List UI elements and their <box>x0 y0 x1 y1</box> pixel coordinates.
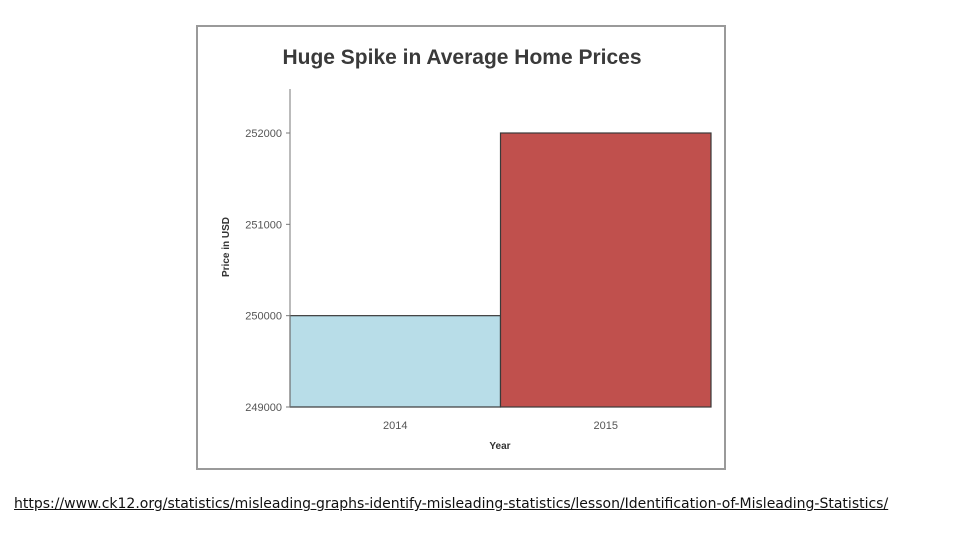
bar-2014 <box>289 315 502 408</box>
chart-title: Huge Spike in Average Home Prices <box>282 46 641 69</box>
y-tick-label: 252000 <box>245 128 282 140</box>
y-tick-label: 249000 <box>245 402 282 414</box>
chart-frame: Huge Spike in Average Home Prices Price … <box>196 25 726 470</box>
source-link[interactable]: https://www.ck12.org/statistics/misleadi… <box>14 496 889 512</box>
x-tick-label: 2015 <box>594 420 618 432</box>
y-tick-label: 251000 <box>245 219 282 231</box>
bar-2015 <box>499 132 712 408</box>
x-axis-label: Year <box>489 441 510 452</box>
y-axis-label: Price in USD <box>221 217 232 277</box>
y-tick-label: 250000 <box>245 311 282 323</box>
bar-chart: Huge Spike in Average Home Prices Price … <box>221 46 712 452</box>
x-tick-label: 2014 <box>383 420 407 432</box>
